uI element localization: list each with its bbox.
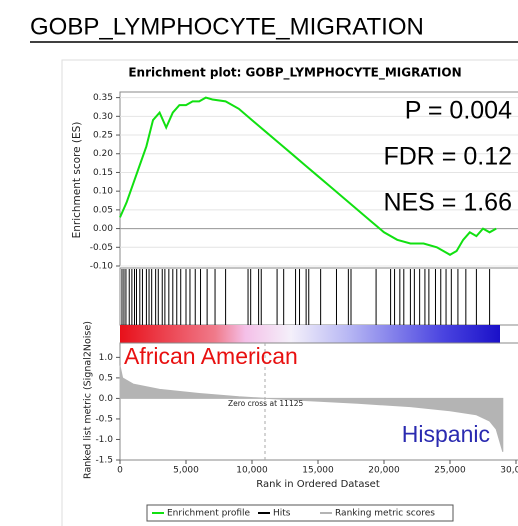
x-tick-label: 30,000 [500, 466, 518, 476]
y-tick-label: 0.30 [93, 112, 113, 122]
x-tick-label: 15,000 [302, 466, 334, 476]
legend-label: Hits [273, 509, 291, 519]
stat-annotation: NES = 1.66 [383, 189, 512, 217]
legend-label: Ranking metric scores [335, 509, 435, 519]
legend-label: Enrichment profile [167, 509, 251, 519]
y-tick-label: 0.05 [93, 205, 113, 215]
y-axis-label: Ranked list metric (Signal2Noise) [83, 321, 94, 479]
stat-annotation: P = 0.004 [405, 97, 512, 125]
y-tick-label: 1.0 [99, 353, 114, 363]
y-tick-label: 0.10 [93, 187, 113, 197]
x-tick-label: 0 [117, 466, 123, 476]
metric-area [119, 365, 504, 452]
x-tick-label: 5,000 [173, 466, 199, 476]
y-tick-label: -0.10 [90, 262, 114, 272]
y-tick-label: 0.00 [93, 224, 113, 234]
y-tick-label: -1.0 [95, 435, 113, 445]
y-tick-label: -0.5 [95, 414, 113, 424]
group-label: Hispanic [402, 421, 490, 447]
es-panel [119, 91, 518, 267]
es-line [119, 96, 497, 256]
plot-title: Enrichment plot: GOBP_LYMPHOCYTE_MIGRATI… [128, 66, 461, 81]
y-tick-label: 0.20 [93, 149, 113, 159]
y-axis-label: Enrichment score (ES) [71, 122, 83, 239]
x-tick-label: 20,000 [368, 466, 400, 476]
x-axis-label: Rank in Ordered Dataset [256, 479, 380, 490]
y-tick-label: -0.05 [90, 243, 113, 253]
y-tick-label: 0.5 [99, 373, 113, 383]
x-tick-label: 25,000 [434, 466, 466, 476]
zero-cross-label: Zero cross at 11125 [228, 399, 303, 408]
y-tick-label: 0.15 [93, 168, 113, 178]
group-label: African American [124, 343, 298, 369]
stat-annotation: FDR = 0.12 [383, 143, 512, 171]
y-tick-label: 0.25 [93, 131, 113, 141]
page-title: GOBP_LYMPHOCYTE_MIGRATION [30, 13, 424, 40]
y-tick-label: 0.0 [99, 394, 114, 404]
legend-box [146, 504, 454, 522]
y-tick-label: 0.35 [93, 93, 113, 103]
rank-color-bar [120, 325, 500, 343]
y-tick-label: -1.5 [95, 456, 113, 466]
x-tick-label: 10,000 [236, 466, 268, 476]
